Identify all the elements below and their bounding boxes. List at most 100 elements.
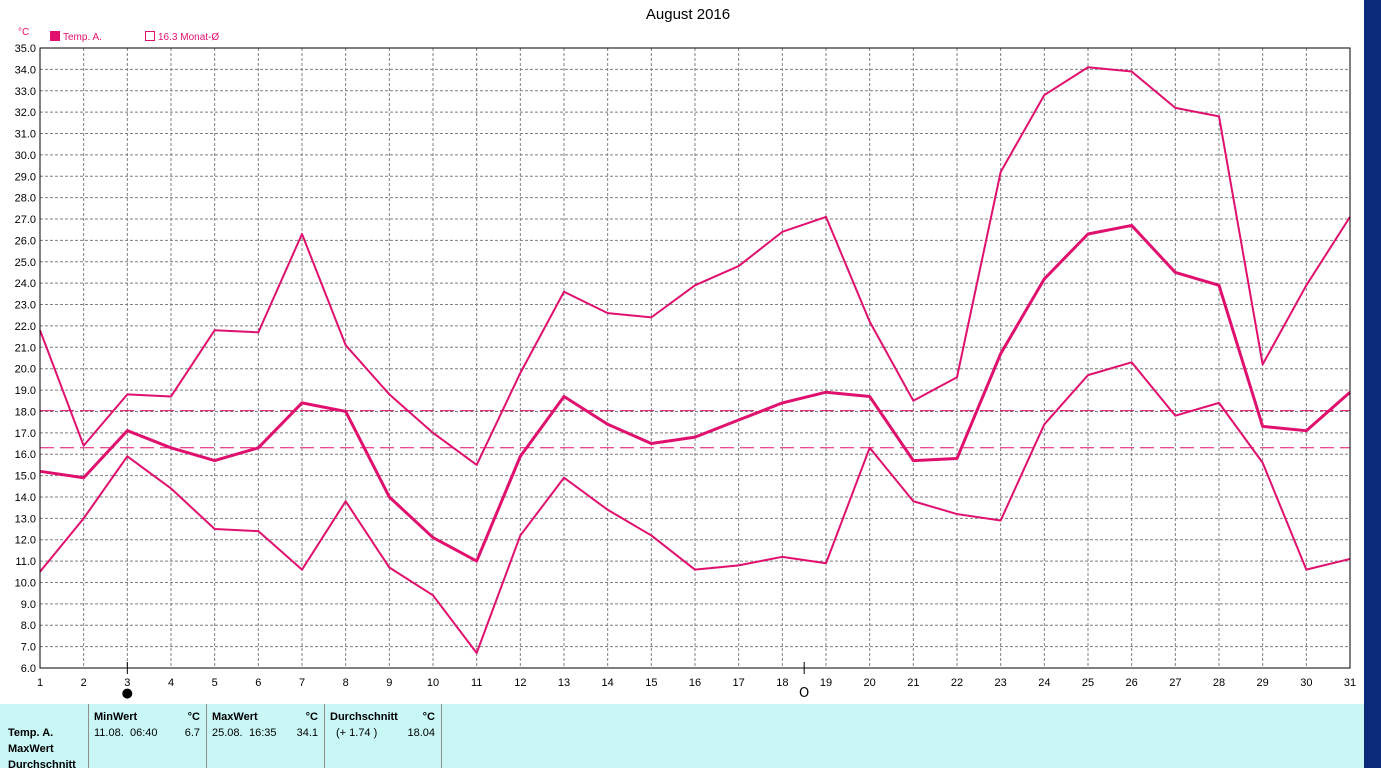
y-tick-label: 20.0 (15, 364, 36, 376)
legend-average-label: 16.3 Monat-Ø (158, 32, 220, 43)
window-border (1364, 0, 1381, 768)
temperature-chart: 6.0 7.0 8.0 9.0 10.0 11.0 12.0 13.0 14.0 15.0 16.0… (15, 43, 1357, 701)
legend-temp[interactable]: Temp. A. (50, 31, 102, 43)
x-tick-label: 4 (168, 677, 174, 689)
y-tick-label: 17.0 (15, 428, 36, 440)
y-tick-label: 23.0 (15, 300, 36, 312)
average-unit: °C (422, 711, 435, 723)
x-tick-label: 17 (733, 677, 745, 689)
max-unit: °C (305, 711, 318, 723)
column-separator (206, 704, 207, 768)
x-tick-label: 25 (1082, 677, 1094, 689)
average-difference: (+ 1.74 ) (336, 727, 378, 739)
y-tick-label: 18.0 (15, 406, 36, 418)
y-tick-label: 6.0 (21, 663, 36, 675)
y-tick-label: 9.0 (21, 599, 36, 611)
column-separator (88, 704, 89, 768)
chart-title: August 2016 (645, 6, 731, 23)
y-tick-label: 16.0 (15, 449, 36, 461)
y-tick-label: 34.0 (15, 64, 36, 76)
row-label-temp: Temp. A. (8, 727, 54, 739)
x-tick-label: 24 (1038, 677, 1050, 689)
plot-frame (39, 47, 1351, 669)
column-separator (441, 704, 442, 768)
x-tick-label: 22 (951, 677, 963, 689)
x-tick-label: 11 (471, 677, 482, 689)
min-date: 11.08. (94, 727, 124, 739)
max-value: 34.1 (296, 727, 318, 739)
day-marker-symbol: O (799, 686, 809, 701)
x-tick-label: 31 (1344, 677, 1356, 689)
series-line-mean (39, 223, 1351, 563)
x-tick-label: 13 (558, 677, 570, 689)
x-tick-label: 8 (343, 677, 349, 689)
x-tick-label: 16 (689, 677, 701, 689)
y-tick-label: 14.0 (15, 492, 36, 504)
x-tick-label: 27 (1169, 677, 1181, 689)
min-value: 6.7 (184, 727, 200, 739)
row-label-max: MaxWert (8, 743, 54, 755)
y-tick-label: 21.0 (15, 342, 36, 354)
y-tick-label: 24.0 (15, 278, 36, 290)
x-tick-label: 12 (514, 677, 526, 689)
x-tick-label: 5 (212, 677, 218, 689)
x-tick-labels: 1 2 3 4 5 6 7 8 9 10 11 12 13 14 15 16 17 18 19 20 21 22 23 24 2… (37, 677, 1356, 689)
y-tick-label: 12.0 (15, 535, 36, 547)
x-tick-label: 2 (81, 677, 87, 689)
max-time: 16:35 (249, 727, 277, 739)
stats-panel: Temp. A. MaxWert Durchschnitt MinWert °C… (0, 704, 1364, 771)
x-tick-label: 29 (1257, 677, 1269, 689)
x-tick-label: 20 (864, 677, 876, 689)
y-tick-label: 15.0 (15, 471, 36, 483)
y-tick-label: 29.0 (15, 171, 36, 183)
y-tick-label: 31.0 (15, 129, 36, 141)
x-tick-label: 7 (299, 677, 305, 689)
series-line-min (39, 361, 1351, 655)
y-tick-label: 8.0 (21, 620, 36, 632)
y-tick-label: 22.0 (15, 321, 36, 333)
x-tick-label: 9 (386, 677, 392, 689)
max-header: MaxWert (212, 711, 258, 723)
x-tick-label: 3 (124, 677, 130, 689)
legend-monthly-average[interactable]: 16.3 Monat-Ø (145, 31, 219, 43)
column-separator (324, 704, 325, 768)
y-axis-unit: °C (18, 27, 30, 38)
row-label-average: Durchschnitt (8, 759, 76, 771)
x-tick-label: 18 (776, 677, 788, 689)
y-tick-label: 25.0 (15, 257, 36, 269)
legend-temp-label: Temp. A. (63, 32, 102, 43)
x-tick-label: 1 (37, 677, 43, 689)
min-time: 06:40 (130, 727, 158, 739)
day-markers: ● O (122, 662, 809, 701)
y-tick-labels: 6.0 7.0 8.0 9.0 10.0 11.0 12.0 13.0 14.0 15.0 16.0… (15, 43, 36, 675)
reference-lines (40, 410, 1350, 449)
min-header: MinWert (94, 711, 138, 723)
series-lines (39, 66, 1351, 655)
x-tick-label: 6 (255, 677, 261, 689)
y-tick-label: 35.0 (15, 43, 36, 55)
y-tick-label: 26.0 (15, 235, 36, 247)
x-tick-label: 14 (602, 677, 614, 689)
average-value: 18.04 (407, 727, 435, 739)
y-tick-label: 33.0 (15, 86, 36, 98)
y-tick-label: 27.0 (15, 214, 36, 226)
y-tick-label: 32.0 (15, 107, 36, 119)
x-tick-label: 15 (645, 677, 657, 689)
x-tick-label: 28 (1213, 677, 1225, 689)
legend-swatch-filled (50, 31, 60, 41)
series-line-max (39, 66, 1351, 466)
y-tick-label: 11.0 (15, 556, 36, 568)
y-tick-label: 30.0 (15, 150, 36, 162)
x-tick-label: 30 (1300, 677, 1312, 689)
x-tick-label: 23 (995, 677, 1007, 689)
min-unit: °C (187, 711, 200, 723)
day-marker-symbol: ● (122, 686, 133, 701)
x-tick-label: 19 (820, 677, 832, 689)
x-tick-label: 10 (427, 677, 439, 689)
window-edge (1359, 0, 1364, 768)
x-tick-label: 26 (1126, 677, 1138, 689)
y-tick-label: 7.0 (21, 642, 36, 654)
max-date: 25.08. (212, 727, 243, 739)
y-tick-label: 19.0 (15, 385, 36, 397)
y-tick-label: 10.0 (15, 577, 36, 589)
